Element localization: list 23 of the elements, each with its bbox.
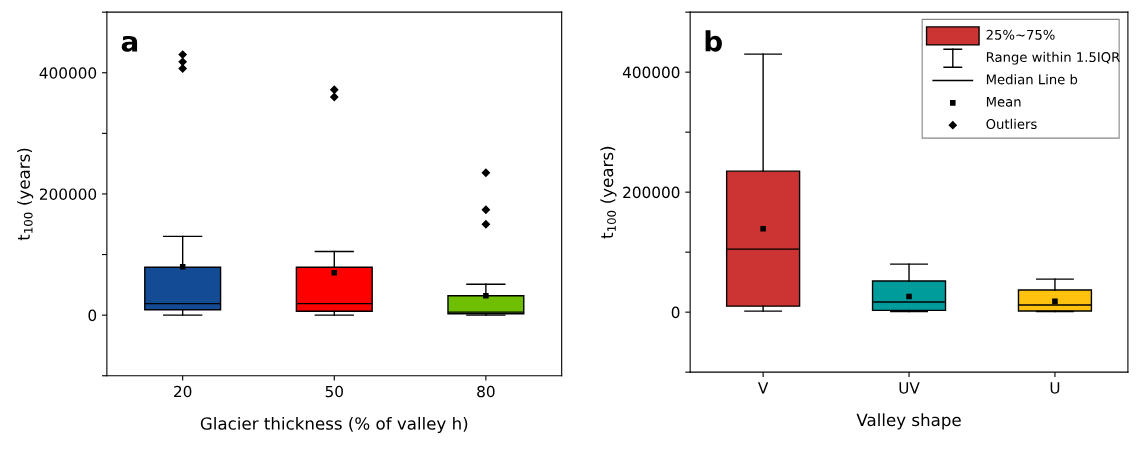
annotation: Median Line b bbox=[986, 74, 1078, 85]
x-tick-label: V bbox=[758, 382, 769, 394]
text: a bbox=[121, 35, 138, 52]
x-axis-title: Glacier thickness (% of valley h) bbox=[200, 416, 468, 434]
x-tick-label: 20 bbox=[174, 385, 192, 398]
y-tick-label: 400000 bbox=[39, 67, 97, 79]
y-axis-title: t$_{100}$ (years) bbox=[17, 148, 34, 241]
x-axis-title: Valley shape bbox=[856, 413, 961, 430]
y-tick-label: 200000 bbox=[623, 186, 680, 199]
y-tick-label: 0 bbox=[88, 309, 97, 322]
annotation: 25%~75% bbox=[986, 29, 1055, 40]
y-axis-title: t$_{100}$ (years) bbox=[600, 146, 617, 239]
annotation: Outliers bbox=[986, 118, 1037, 130]
y-tick-label: 200000 bbox=[39, 188, 97, 200]
y-tick-label: 0 bbox=[671, 306, 680, 319]
annotation: Mean bbox=[986, 96, 1021, 107]
x-tick-label: 80 bbox=[477, 385, 495, 398]
x-tick-label: UV bbox=[899, 382, 920, 394]
y-tick-label: 400000 bbox=[622, 66, 680, 79]
x-tick-label: U bbox=[1050, 382, 1060, 394]
annotation: Range within 1.5IQR bbox=[986, 51, 1120, 65]
text: b bbox=[705, 30, 722, 52]
x-tick-label: 50 bbox=[325, 385, 343, 398]
